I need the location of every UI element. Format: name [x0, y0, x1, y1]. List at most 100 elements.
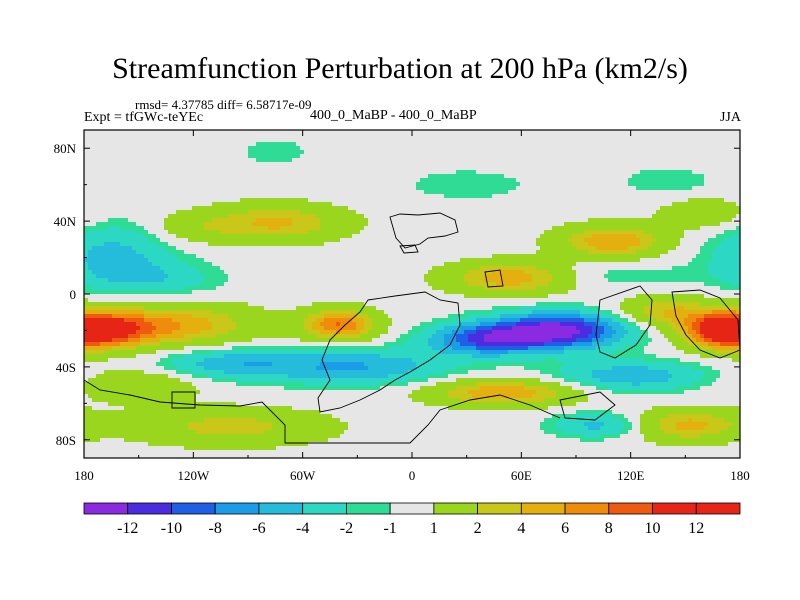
- field-cell: [648, 186, 653, 191]
- field-cell: [612, 238, 617, 243]
- field-cell: [716, 246, 721, 251]
- field-cell: [208, 242, 213, 247]
- field-cell: [568, 206, 573, 211]
- field-cell: [400, 226, 405, 231]
- field-cell: [532, 218, 537, 223]
- field-cell: [260, 238, 265, 243]
- field-cell: [216, 138, 221, 143]
- field-cell: [660, 162, 665, 167]
- field-cell: [280, 186, 285, 191]
- field-cell: [400, 194, 405, 199]
- field-cell: [432, 210, 437, 215]
- field-cell: [652, 226, 657, 231]
- field-cell: [172, 194, 177, 199]
- field-cell: [636, 162, 641, 167]
- field-cell: [184, 150, 189, 155]
- field-cell: [252, 134, 257, 139]
- field-cell: [596, 178, 601, 183]
- field-cell: [224, 238, 229, 243]
- field-cell: [148, 246, 153, 251]
- field-cell: [556, 206, 561, 211]
- field-cell: [668, 234, 673, 239]
- field-cell: [672, 202, 677, 207]
- field-cell: [312, 182, 317, 187]
- field-cell: [436, 162, 441, 167]
- field-cell: [440, 186, 445, 191]
- field-cell: [492, 182, 497, 187]
- field-cell: [188, 238, 193, 243]
- field-cell: [736, 246, 741, 251]
- field-cell: [448, 138, 453, 143]
- field-cell: [388, 202, 393, 207]
- field-cell: [712, 242, 717, 247]
- field-cell: [584, 142, 589, 147]
- field-cell: [368, 146, 373, 151]
- field-cell: [204, 238, 209, 243]
- field-cell: [152, 130, 157, 135]
- field-cell: [96, 174, 101, 179]
- field-cell: [480, 142, 485, 147]
- field-cell: [404, 174, 409, 179]
- field-cell: [356, 154, 361, 159]
- field-cell: [352, 150, 357, 155]
- field-cell: [388, 210, 393, 215]
- field-cell: [176, 238, 181, 243]
- field-cell: [288, 238, 293, 243]
- field-cell: [724, 150, 729, 155]
- field-cell: [660, 134, 665, 139]
- field-cell: [248, 198, 253, 203]
- field-cell: [268, 158, 273, 163]
- field-cell: [508, 222, 513, 227]
- field-cell: [164, 166, 169, 171]
- field-cell: [488, 206, 493, 211]
- field-cell: [164, 202, 169, 207]
- field-cell: [332, 162, 337, 167]
- field-cell: [464, 158, 469, 163]
- field-cell: [260, 150, 265, 155]
- field-cell: [488, 170, 493, 175]
- field-cell: [304, 182, 309, 187]
- field-cell: [396, 190, 401, 195]
- field-cell: [588, 210, 593, 215]
- field-cell: [248, 154, 253, 159]
- field-cell: [696, 198, 701, 203]
- field-cell: [200, 234, 205, 239]
- field-cell: [696, 138, 701, 143]
- field-cell: [488, 174, 493, 179]
- field-cell: [568, 190, 573, 195]
- field-cell: [656, 234, 661, 239]
- field-cell: [108, 206, 113, 211]
- field-cell: [252, 154, 257, 159]
- field-cell: [568, 154, 573, 159]
- field-cell: [652, 182, 657, 187]
- field-cell: [464, 238, 469, 243]
- field-cell: [276, 250, 281, 255]
- field-cell: [184, 214, 189, 219]
- field-cell: [376, 174, 381, 179]
- field-cell: [476, 162, 481, 167]
- field-cell: [500, 238, 505, 243]
- field-cell: [360, 226, 365, 231]
- field-cell: [444, 210, 449, 215]
- field-cell: [684, 198, 689, 203]
- field-cell: [616, 182, 621, 187]
- field-cell: [316, 158, 321, 163]
- field-cell: [184, 190, 189, 195]
- field-cell: [612, 142, 617, 147]
- field-cell: [196, 162, 201, 167]
- field-cell: [108, 238, 113, 243]
- field-cell: [240, 158, 245, 163]
- field-cell: [688, 214, 693, 219]
- field-cell: [388, 158, 393, 163]
- field-cell: [92, 218, 97, 223]
- field-cell: [496, 198, 501, 203]
- field-cell: [232, 246, 237, 251]
- field-cell: [288, 174, 293, 179]
- field-cell: [488, 218, 493, 223]
- field-cell: [168, 210, 173, 215]
- field-cell: [400, 134, 405, 139]
- field-cell: [328, 134, 333, 139]
- field-cell: [576, 166, 581, 171]
- field-cell: [464, 206, 469, 211]
- field-cell: [332, 130, 337, 135]
